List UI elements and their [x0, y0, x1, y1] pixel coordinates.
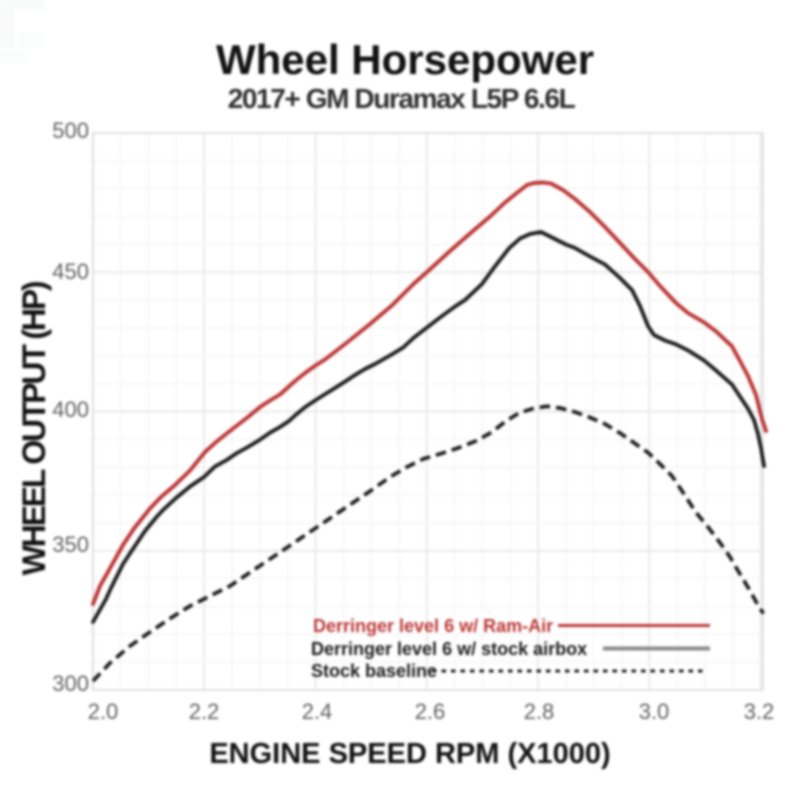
svg-text:500: 500: [52, 118, 89, 143]
svg-text:3.2: 3.2: [744, 699, 775, 724]
svg-text:Stock baseline: Stock baseline: [311, 661, 437, 681]
svg-text:2.6: 2.6: [415, 699, 446, 724]
svg-text:Wheel Horsepower: Wheel Horsepower: [216, 36, 594, 83]
svg-text:350: 350: [52, 532, 89, 557]
svg-text:2.8: 2.8: [524, 699, 555, 724]
svg-text:2017+ GM Duramax L5P 6.6L: 2017+ GM Duramax L5P 6.6L: [228, 83, 576, 114]
svg-text:3.0: 3.0: [639, 699, 670, 724]
svg-text:400: 400: [52, 397, 89, 422]
svg-text:ENGINE SPEED RPM (X1000): ENGINE SPEED RPM (X1000): [209, 738, 610, 770]
svg-text:2.2: 2.2: [189, 699, 220, 724]
svg-text:450: 450: [52, 259, 89, 284]
svg-text:300: 300: [52, 671, 89, 696]
svg-text:Derringer level 6 w/ Ram-Air: Derringer level 6 w/ Ram-Air: [313, 616, 553, 636]
svg-text:WHEEL OUTPUT (HP): WHEEL OUTPUT (HP): [16, 281, 52, 575]
svg-text:Derringer level 6 w/ stock air: Derringer level 6 w/ stock airbox: [311, 639, 587, 659]
svg-text:2.4: 2.4: [302, 699, 333, 724]
svg-text:2.0: 2.0: [88, 699, 119, 724]
